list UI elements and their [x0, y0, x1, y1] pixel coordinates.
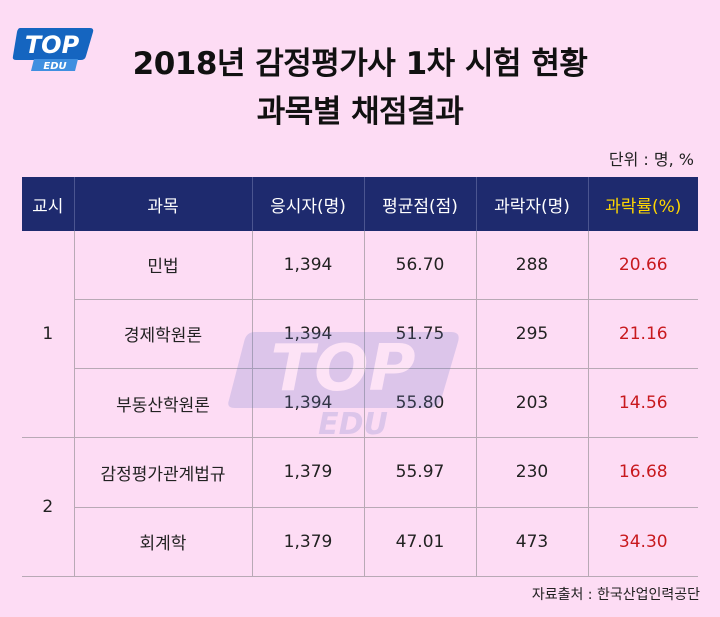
applicants-cell: 1,379	[251, 437, 364, 508]
applicants-cell: 1,394	[251, 231, 364, 300]
header-failed: 과락자(명)	[476, 177, 589, 231]
session-cell: 2	[22, 437, 74, 577]
fail-rate-cell: 34.30	[587, 507, 698, 578]
average-cell: 55.97	[363, 437, 476, 508]
header-applicants: 응시자(명)	[252, 177, 365, 231]
fail-rate-cell: 16.68	[587, 437, 698, 508]
results-table: 교시 과목 응시자(명) 평균점(점) 과락자(명) 과락률(%) 1 민법 1…	[22, 177, 698, 578]
table-row: 회계학 1,379 47.01 473 34.30	[22, 507, 698, 578]
failed-cell: 473	[475, 507, 588, 578]
header-session: 교시	[22, 177, 75, 231]
top-edu-logo: TOP EDU	[12, 28, 94, 72]
svg-text:EDU: EDU	[318, 407, 388, 442]
average-cell: 56.70	[363, 231, 476, 300]
applicants-cell: 1,379	[251, 507, 364, 578]
svg-text:TOP: TOP	[271, 332, 416, 406]
svg-text:TOP: TOP	[25, 31, 80, 59]
failed-cell: 230	[475, 437, 588, 508]
svg-text:EDU: EDU	[43, 61, 66, 72]
subject-cell: 경제학원론	[73, 299, 252, 369]
session-cell: 1	[22, 231, 74, 439]
fail-rate-cell: 20.66	[587, 231, 698, 300]
average-cell: 51.75	[363, 299, 476, 369]
applicants-cell: 1,394	[251, 368, 364, 439]
subject-cell: 민법	[73, 231, 252, 300]
source-note: 자료출처 : 한국산업인력공단	[531, 587, 700, 603]
failed-cell: 288	[475, 231, 588, 300]
unit-note: 단위 : 명, %	[608, 150, 694, 169]
subject-cell: 회계학	[73, 507, 252, 578]
average-cell: 55.80	[363, 368, 476, 439]
table-row: 경제학원론 1,394 51.75 295 21.16	[22, 299, 698, 369]
header-fail-rate: 과락률(%)	[588, 177, 698, 231]
fail-rate-cell: 14.56	[587, 368, 698, 439]
table-row: 1 민법 1,394 56.70 288 20.66	[22, 231, 698, 439]
subject-cell: 부동산학원론	[73, 368, 252, 439]
top-edu-watermark: TOP EDU	[228, 332, 459, 442]
page-title: 2018년 감정평가사 1차 시험 현황	[132, 46, 588, 82]
header-subject: 과목	[74, 177, 253, 231]
applicants-cell: 1,394	[251, 299, 364, 369]
failed-cell: 295	[475, 299, 588, 369]
table-header-row: 교시 과목 응시자(명) 평균점(점) 과락자(명) 과락률(%)	[22, 177, 698, 231]
failed-cell: 203	[475, 368, 588, 439]
table-row: 부동산학원론 1,394 55.80 203 14.56	[22, 368, 698, 439]
page-subtitle: 과목별 채점결과	[256, 94, 464, 130]
fail-rate-cell: 21.16	[587, 299, 698, 369]
table-row: 2 감정평가관계법규 1,379 55.97 230 16.68	[22, 437, 698, 577]
subject-cell: 감정평가관계법규	[73, 437, 252, 508]
header-average: 평균점(점)	[364, 177, 477, 231]
average-cell: 47.01	[363, 507, 476, 578]
